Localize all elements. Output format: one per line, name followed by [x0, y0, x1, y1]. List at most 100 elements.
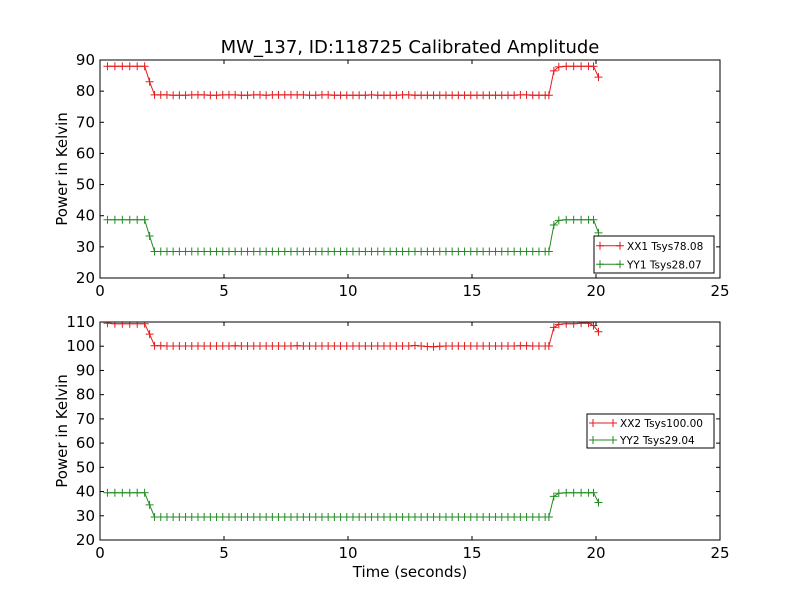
- legend-marker: [596, 241, 604, 250]
- y-tick-label: 50: [76, 176, 95, 194]
- data-point: [103, 62, 112, 71]
- data-point: [145, 231, 154, 240]
- data-point: [110, 215, 119, 224]
- data-point: [584, 322, 593, 328]
- data-point: [594, 498, 603, 507]
- data-point: [118, 488, 127, 497]
- data-point: [133, 322, 142, 328]
- legend-marker: [596, 260, 604, 269]
- data-point: [118, 62, 127, 71]
- data-point: [577, 322, 586, 328]
- y-tick-label: 40: [76, 207, 95, 225]
- data-point: [554, 489, 563, 498]
- legend-box: [593, 235, 715, 274]
- data-point: [103, 488, 112, 497]
- legend-entry: YY1 Tsys28.07: [626, 259, 702, 271]
- x-tick-label: 25: [710, 282, 729, 300]
- y-axis-label: Power in Kelvin: [53, 112, 71, 226]
- data-point: [549, 323, 558, 332]
- y-tick-label: 60: [76, 144, 95, 162]
- legend-marker: [616, 260, 624, 269]
- data-point: [562, 488, 571, 497]
- chart-title: MW_137, ID:118725 Calibrated Amplitude: [221, 37, 600, 58]
- y-tick-label: 110: [66, 313, 95, 331]
- data-point: [577, 215, 586, 224]
- data-point: [125, 215, 134, 224]
- data-point: [594, 73, 603, 82]
- y-tick-label: 40: [76, 483, 95, 501]
- y-tick-label: 90: [76, 361, 95, 379]
- data-point: [544, 512, 553, 521]
- data-point: [544, 341, 553, 350]
- y-tick-label: 30: [76, 238, 95, 256]
- y-tick-label: 20: [76, 531, 95, 549]
- y-tick-label: 80: [76, 386, 95, 404]
- data-point: [103, 215, 112, 224]
- x-tick-label: 5: [219, 544, 229, 562]
- plot-area: [103, 62, 603, 256]
- data-point: [103, 322, 112, 328]
- data-point: [140, 215, 149, 224]
- x-tick-label: 10: [338, 544, 357, 562]
- legend-entry: XX2 Tsys100.00: [620, 418, 703, 430]
- x-tick-label: 10: [338, 282, 357, 300]
- y-tick-label: 30: [76, 507, 95, 525]
- y-tick-label: 70: [76, 113, 95, 131]
- series-line-2: [107, 219, 599, 253]
- x-tick-label: 0: [95, 544, 105, 562]
- subplot-bottom: 0 5 10 15 20 25 20 30 40 50 60 70 80 90 100 110 Power in…: [53, 313, 730, 581]
- x-tick-label: 5: [219, 282, 229, 300]
- data-point: [549, 492, 558, 501]
- x-tick-label: 20: [586, 544, 605, 562]
- x-tick-label: 0: [95, 282, 105, 300]
- data-point: [125, 322, 134, 328]
- data-point: [549, 221, 558, 230]
- legend: XX1 Tsys78.08 YY1 Tsys28.07: [593, 235, 715, 274]
- series-line-1: [107, 65, 599, 96]
- data-point: [554, 322, 563, 329]
- data-point: [118, 322, 127, 328]
- legend-marker: [589, 419, 597, 427]
- x-tick-label: 15: [462, 282, 481, 300]
- data-point: [569, 322, 578, 328]
- legend-marker: [589, 436, 597, 444]
- data-point: [133, 215, 142, 224]
- y-axis-label: Power in Kelvin: [53, 374, 71, 488]
- x-axis-label: Time (seconds): [352, 563, 468, 581]
- data-point: [569, 215, 578, 224]
- data-point: [594, 327, 603, 336]
- legend-entry: YY2 Tsys29.04: [619, 435, 695, 447]
- data-point: [110, 322, 119, 328]
- data-point: [140, 322, 149, 328]
- data-point: [554, 216, 563, 225]
- data-point: [589, 215, 598, 224]
- data-point: [577, 62, 586, 71]
- y-tick-label: 20: [76, 269, 95, 287]
- y-tick-label: 50: [76, 458, 95, 476]
- data-point: [562, 62, 571, 71]
- data-point: [544, 247, 553, 256]
- data-point: [577, 488, 586, 497]
- legend: XX2 Tsys100.00 YY2 Tsys29.04: [586, 413, 715, 449]
- data-point: [569, 62, 578, 71]
- data-point: [145, 330, 154, 339]
- legend-marker: [616, 241, 624, 250]
- y-tick-label: 80: [76, 82, 95, 100]
- data-point: [569, 488, 578, 497]
- y-tick-label: 100: [66, 337, 95, 355]
- data-point: [554, 62, 563, 71]
- data-point: [562, 215, 571, 224]
- data-point: [110, 488, 119, 497]
- legend-marker: [609, 419, 617, 427]
- data-point: [562, 322, 571, 328]
- axes-frame: [99, 59, 721, 279]
- data-point: [145, 77, 154, 86]
- data-point: [110, 62, 119, 71]
- data-point: [145, 500, 154, 509]
- data-point: [589, 62, 598, 71]
- legend-marker: [609, 436, 617, 444]
- data-point: [125, 488, 134, 497]
- data-point: [118, 215, 127, 224]
